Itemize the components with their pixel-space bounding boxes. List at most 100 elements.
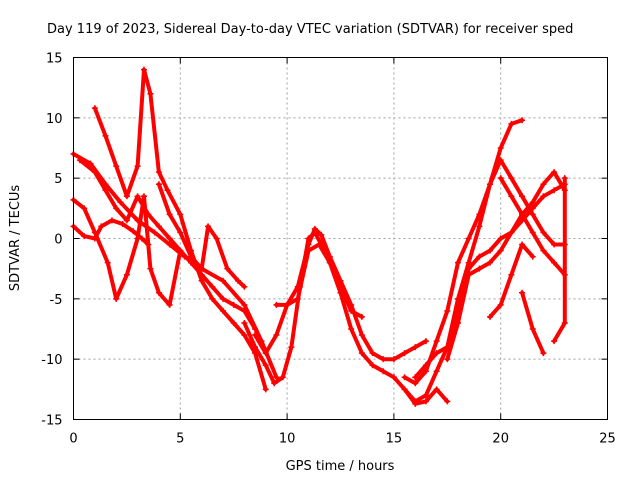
data-point	[205, 223, 212, 230]
data-point	[230, 319, 237, 326]
series-track-3	[70, 217, 152, 248]
series-track-2	[70, 193, 184, 308]
data-point	[433, 386, 440, 393]
series-track-5	[76, 157, 259, 332]
data-point	[284, 301, 291, 308]
data-point	[113, 295, 120, 302]
data-point	[102, 187, 109, 194]
data-point	[497, 175, 504, 182]
data-point	[198, 277, 205, 284]
data-point	[433, 368, 440, 375]
data-point	[130, 228, 137, 235]
series-line	[520, 290, 546, 356]
data-point	[551, 187, 558, 194]
data-point	[369, 350, 376, 357]
series-track-6	[155, 181, 248, 290]
data-point	[252, 344, 259, 351]
data-point	[147, 90, 154, 97]
data-point	[337, 283, 344, 290]
series-track-11	[412, 181, 568, 381]
data-point	[134, 163, 141, 170]
data-point	[454, 319, 461, 326]
data-point	[519, 117, 526, 124]
series-track-12	[401, 157, 568, 387]
data-point	[444, 307, 451, 314]
data-point	[288, 344, 295, 351]
data-point	[551, 259, 558, 266]
data-point	[508, 175, 515, 182]
data-point	[380, 356, 387, 363]
data-point	[198, 271, 205, 278]
data-point	[465, 271, 472, 278]
y-tick-label: -10	[41, 353, 62, 368]
data-point	[422, 392, 429, 399]
series-line	[71, 194, 183, 307]
data-point	[358, 313, 365, 320]
series-layer	[70, 66, 568, 407]
data-point	[454, 259, 461, 266]
data-point	[271, 380, 278, 387]
data-point	[422, 338, 429, 345]
data-point	[476, 253, 483, 260]
series-track-15	[487, 241, 536, 320]
data-point	[519, 289, 526, 296]
series-track-13	[444, 169, 568, 363]
data-point	[540, 193, 547, 200]
data-point	[134, 193, 141, 200]
data-point	[187, 259, 194, 266]
data-point	[177, 211, 184, 218]
data-point	[262, 350, 269, 357]
x-axis-label: GPS time / hours	[286, 459, 395, 474]
data-point	[234, 277, 241, 284]
series-line	[156, 182, 247, 289]
data-point	[252, 332, 259, 339]
data-point	[241, 307, 248, 314]
data-point	[166, 241, 173, 248]
data-point	[433, 350, 440, 357]
data-point	[198, 265, 205, 272]
data-point	[140, 193, 147, 200]
data-point	[81, 205, 88, 212]
data-point	[119, 221, 126, 228]
data-point	[508, 271, 515, 278]
data-point	[279, 374, 286, 381]
data-point	[241, 301, 248, 308]
data-point	[305, 247, 312, 254]
data-point	[519, 211, 526, 218]
data-point	[87, 160, 94, 167]
data-point	[519, 241, 526, 248]
data-point	[487, 259, 494, 266]
data-point	[401, 386, 408, 393]
chart-title: Day 119 of 2023, Sidereal Day-to-day VTE…	[47, 22, 573, 37]
data-point	[104, 259, 111, 266]
data-point	[102, 132, 109, 139]
data-point	[444, 356, 451, 363]
data-point	[318, 231, 325, 238]
data-point	[508, 193, 515, 200]
data-point	[220, 295, 227, 302]
data-point	[465, 265, 472, 272]
data-point	[145, 211, 152, 218]
data-point	[123, 271, 130, 278]
data-point	[262, 362, 269, 369]
data-point	[444, 398, 451, 405]
data-point	[166, 235, 173, 242]
data-point	[177, 247, 184, 254]
data-point	[155, 289, 162, 296]
data-point	[390, 374, 397, 381]
y-tick-label: 0	[54, 233, 62, 248]
data-point	[487, 181, 494, 188]
data-point	[294, 295, 301, 302]
data-point	[147, 265, 154, 272]
data-point	[123, 217, 130, 224]
data-point	[380, 368, 387, 375]
axis-tick-labels: 0 5 10 15 20 25 -15 -10 -5 0 5 10 15	[41, 52, 616, 447]
data-point	[401, 374, 408, 381]
data-point	[401, 350, 408, 357]
data-point	[166, 211, 173, 218]
data-point	[540, 229, 547, 236]
data-point	[81, 233, 88, 240]
series-line	[498, 176, 567, 277]
data-point	[497, 145, 504, 151]
